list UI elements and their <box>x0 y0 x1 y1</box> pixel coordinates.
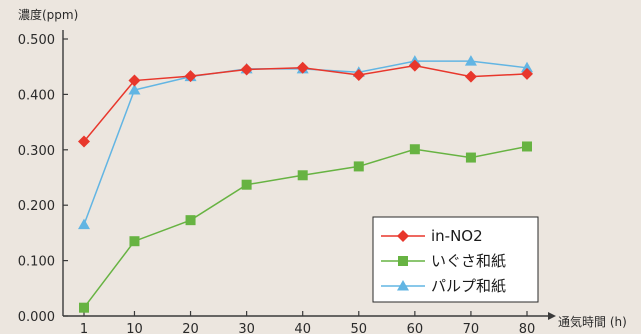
data-point <box>409 144 420 155</box>
series-layer <box>78 55 533 313</box>
x-tick-label: 70 <box>463 322 480 334</box>
legend-label: in-NO2 <box>431 227 483 245</box>
y-tick-label: 0.100 <box>18 255 55 270</box>
legend-marker <box>397 230 409 242</box>
data-point <box>464 70 477 83</box>
data-point <box>78 218 90 230</box>
y-axis-title: 濃度(ppm) <box>18 7 78 22</box>
y-ticks: 0.000 0.100 0.200 0.300 0.400 0.500 <box>18 33 68 325</box>
y-tick-label: 0.200 <box>18 199 55 214</box>
data-point <box>408 59 421 72</box>
data-point <box>521 67 533 80</box>
data-point <box>241 179 252 190</box>
x-tick-label: 80 <box>519 322 536 334</box>
x-tick-label: 20 <box>182 322 199 334</box>
series-1 <box>79 141 532 313</box>
data-point <box>296 61 309 74</box>
y-tick-label: 0.500 <box>18 33 55 48</box>
x-tick-label: 30 <box>238 322 255 334</box>
x-tick-label: 1 <box>80 322 88 334</box>
x-tick-label: 10 <box>126 322 143 334</box>
series-line <box>83 60 528 225</box>
series-0 <box>78 59 533 148</box>
data-point <box>353 161 364 172</box>
data-point <box>129 236 140 247</box>
data-point <box>352 69 365 82</box>
data-point <box>522 141 532 152</box>
data-point <box>240 63 253 76</box>
data-point <box>297 170 308 181</box>
data-point <box>79 302 89 313</box>
data-point <box>128 74 141 87</box>
y-tick-label: 0.000 <box>18 310 55 325</box>
legend-label: いぐさ和紙 <box>431 252 506 270</box>
data-point <box>465 152 476 163</box>
data-point <box>128 83 141 95</box>
data-point <box>184 70 197 83</box>
data-point <box>521 61 533 73</box>
legend-marker <box>397 280 409 291</box>
x-ticks: 1 10 20 30 40 50 60 70 80 <box>80 311 535 334</box>
x-axis-title: 通気時間 (h) <box>558 314 627 329</box>
x-axis-arrow <box>548 312 556 320</box>
data-point <box>78 135 90 148</box>
data-point <box>464 55 477 66</box>
legend-label: パルプ和紙 <box>431 277 506 295</box>
legend-marker <box>398 256 408 266</box>
axes <box>62 30 556 320</box>
x-tick-label: 40 <box>294 322 311 334</box>
x-tick-label: 60 <box>407 322 424 334</box>
series-line <box>83 64 528 142</box>
series-2 <box>78 55 533 230</box>
x-tick-label: 50 <box>350 322 367 334</box>
y-tick-label: 0.400 <box>18 88 55 103</box>
data-point <box>185 215 196 226</box>
y-tick-label: 0.300 <box>18 144 55 159</box>
